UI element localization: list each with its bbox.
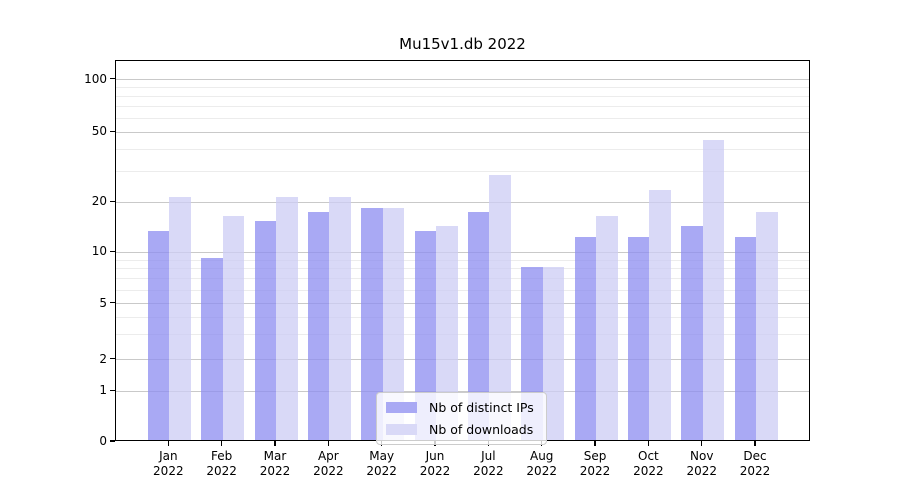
bar-downloads-jul — [489, 174, 511, 440]
gridline-5 — [116, 303, 809, 305]
gridline-4 — [116, 316, 809, 318]
legend-swatch-downloads — [386, 424, 417, 435]
gridline-60 — [116, 117, 809, 119]
x-tick-label-dec: Dec 2022 — [739, 449, 771, 478]
x-tick-label-feb: Feb 2022 — [206, 449, 237, 478]
bar-downloads-aug — [542, 266, 565, 440]
x-tick-label-aug: Aug 2022 — [526, 449, 557, 478]
y-tick-2 — [110, 358, 115, 360]
gridline-80 — [116, 96, 809, 98]
chart-title: Mu15v1.db 2022 — [399, 35, 526, 53]
x-tick-label-nov: Nov 2022 — [686, 449, 717, 478]
y-tick-label-0: 0 — [99, 434, 107, 448]
bar-ips-dec — [734, 237, 757, 440]
bar-ips-mar — [254, 221, 276, 440]
bar-ips-feb — [201, 258, 223, 440]
y-tick-20 — [110, 200, 115, 202]
legend-item-downloads: Nb of downloads — [386, 422, 534, 437]
gridline-2 — [116, 359, 809, 361]
bar-ips-jun — [414, 231, 437, 440]
legend: Nb of distinct IPs Nb of downloads — [376, 392, 547, 445]
gridline-3 — [116, 334, 809, 336]
x-tick-label-jul: Jul 2022 — [473, 449, 504, 478]
y-tick-5 — [110, 302, 115, 304]
x-tick-label-mar: Mar 2022 — [259, 449, 291, 478]
y-tick-100 — [110, 78, 115, 80]
y-tick-label-100: 100 — [84, 71, 107, 86]
gridline-8 — [116, 268, 809, 270]
bar-downloads-jun — [436, 226, 458, 440]
y-tick-label-10: 10 — [91, 244, 107, 259]
x-tick-label-sep: Sep 2022 — [579, 449, 611, 478]
bar-downloads-may — [382, 207, 405, 440]
y-tick-label-2: 2 — [99, 351, 107, 366]
bar-downloads-sep — [596, 216, 618, 440]
legend-item-distinct-ips: Nb of distinct IPs — [386, 400, 534, 415]
legend-swatch-distinct-ips — [386, 402, 417, 413]
legend-label-distinct-ips: Nb of distinct IPs — [429, 400, 534, 415]
bar-ips-sep — [574, 237, 597, 440]
bar-downloads-nov — [702, 140, 725, 440]
x-tick-oct — [647, 441, 649, 446]
gridline-90 — [116, 87, 809, 89]
x-tick-apr — [327, 441, 329, 446]
bar-ips-nov — [681, 226, 703, 440]
x-tick-nov — [701, 441, 703, 446]
bar-downloads-jan — [169, 196, 191, 440]
bar-downloads-feb — [222, 216, 245, 440]
y-tick-1 — [110, 389, 115, 391]
x-tick-label-apr: Apr 2022 — [313, 449, 344, 478]
gridline-20 — [116, 201, 809, 203]
bar-downloads-oct — [649, 189, 671, 440]
y-tick-label-50: 50 — [91, 124, 107, 139]
gridline-6 — [116, 289, 809, 291]
bar-ips-oct — [627, 237, 650, 440]
gridline-70 — [116, 106, 809, 108]
y-tick-label-1: 1 — [99, 383, 107, 398]
bar-downloads-dec — [756, 212, 778, 440]
gridline-40 — [116, 148, 809, 150]
bar-downloads-apr — [329, 196, 351, 440]
plot-area: Nb of distinct IPs Nb of downloads — [115, 60, 810, 445]
y-tick-label-5: 5 — [99, 295, 107, 310]
y-tick-label-20: 20 — [91, 194, 107, 209]
bar-downloads-mar — [276, 196, 298, 440]
gridline-9 — [116, 259, 809, 261]
gridline-7 — [116, 278, 809, 280]
x-tick-mar — [274, 441, 276, 446]
x-tick-label-oct: Oct 2022 — [633, 449, 664, 478]
x-tick-feb — [221, 441, 223, 446]
legend-label-downloads: Nb of downloads — [429, 422, 534, 437]
gridline-50 — [116, 131, 809, 133]
y-tick-50 — [110, 130, 115, 132]
x-tick-label-jun: Jun 2022 — [419, 449, 451, 478]
gridline-10 — [116, 251, 809, 253]
bar-ips-may — [361, 207, 383, 440]
x-tick-sep — [594, 441, 596, 446]
x-tick-label-may: May 2022 — [366, 449, 397, 478]
bar-ips-jan — [147, 231, 170, 440]
x-tick-label-jan: Jan 2022 — [153, 449, 184, 478]
x-tick-dec — [754, 441, 756, 446]
gridline-100 — [116, 79, 809, 81]
x-tick-jan — [167, 441, 169, 446]
y-tick-0 — [110, 440, 115, 442]
bar-ips-jul — [467, 212, 490, 440]
y-tick-10 — [110, 250, 115, 252]
bar-ips-apr — [307, 212, 330, 440]
gridline-1 — [116, 390, 809, 392]
gridline-30 — [116, 170, 809, 172]
